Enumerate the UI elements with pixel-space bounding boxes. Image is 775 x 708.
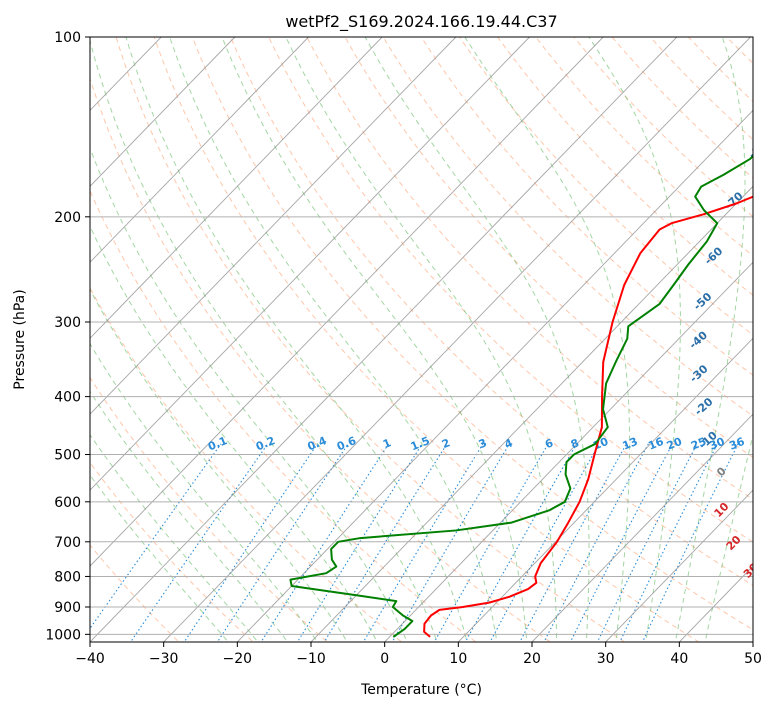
mixing-ratio-line <box>489 443 600 642</box>
isotherm-line <box>310 185 753 642</box>
x-tick-label: −30 <box>149 651 179 667</box>
moist-adiabat-line <box>364 37 590 642</box>
y-tick-label: 600 <box>54 495 81 511</box>
isotherm-line <box>90 37 457 415</box>
moist-adiabat-line <box>90 390 289 642</box>
mixing-ratio-label: 8 <box>569 436 581 451</box>
dry-adiabat-line <box>90 287 403 642</box>
dry-adiabat-line <box>306 37 753 500</box>
isotherm-line <box>90 37 530 491</box>
mixing-ratio-line <box>296 443 423 642</box>
mixing-ratio-line <box>90 443 222 630</box>
mixing-ratio-line <box>641 443 739 642</box>
y-tick-label: 1000 <box>45 627 81 643</box>
isotherm-line <box>237 109 753 642</box>
isotherm-line <box>163 37 751 642</box>
mixing-ratio-label: 30 <box>708 435 727 453</box>
mixing-ratio-label: 16 <box>646 435 665 453</box>
x-axis: −40 −30 −20 −10 0 10 20 30 40 50 <box>75 642 762 667</box>
isotherm-line <box>458 337 753 642</box>
moist-adiabat-line <box>90 38 438 642</box>
y-tick-label: 900 <box>54 600 81 616</box>
dry-adiabat-line <box>90 461 254 642</box>
x-tick-label: 10 <box>449 651 467 667</box>
moist-adiabat-line <box>169 37 498 642</box>
dry-adiabat-line <box>458 37 753 336</box>
dry-adiabat-label: -80 <box>746 138 770 161</box>
temperature-line <box>423 195 753 638</box>
isotherms <box>90 37 753 642</box>
dewpoint-line <box>289 154 753 638</box>
x-tick-label: 50 <box>744 651 762 667</box>
mixing-ratio-label: 2 <box>440 436 452 451</box>
isotherm-line <box>384 261 753 642</box>
moist-adiabat-line <box>90 474 229 642</box>
moist-adiabat-line <box>588 37 681 642</box>
dry-adiabat-line <box>268 37 753 543</box>
mixing-ratio-line <box>183 443 318 642</box>
isotherm-line <box>90 37 309 263</box>
moist-adiabat-line <box>674 37 746 642</box>
isotherm-line <box>605 489 753 642</box>
dry-adiabat-line <box>153 37 700 642</box>
plot-frame <box>89 36 754 643</box>
mixing-ratio-line <box>323 443 448 642</box>
mixing-ratio-line <box>216 443 349 642</box>
x-tick-label: 30 <box>597 651 615 667</box>
pressure-gridlines <box>90 37 753 635</box>
moist-adiabat-line <box>90 146 408 642</box>
x-tick-label: −10 <box>296 651 326 667</box>
y-tick-label: 200 <box>54 210 81 226</box>
x-tick-label: 20 <box>523 651 541 667</box>
dry-adiabat-line <box>344 37 753 458</box>
moist-adiabat-line <box>90 225 378 642</box>
mixing-ratio-label: 1 <box>381 436 393 451</box>
y-tick-label: 700 <box>54 535 81 551</box>
x-axis-title: Temperature (°C) <box>360 682 482 698</box>
x-tick-label: 40 <box>670 651 688 667</box>
moist-adiabat-line <box>90 342 319 642</box>
mixing-ratio-label: 13 <box>621 435 640 453</box>
isotherm-line <box>90 37 383 339</box>
dry-adiabat-line <box>115 37 626 642</box>
mixing-ratio-line <box>362 443 484 642</box>
moist-adiabats <box>90 37 753 642</box>
y-tick-label: 500 <box>54 448 81 464</box>
y-axis-title: Pressure (hPa) <box>12 289 28 389</box>
moist-adiabat-line <box>464 37 631 642</box>
x-tick-label: −20 <box>223 651 253 667</box>
moist-adiabat-line <box>90 434 259 642</box>
y-tick-label: 400 <box>54 390 81 406</box>
isotherm-line <box>531 413 753 642</box>
mixing-ratio-label: 25 <box>689 435 708 453</box>
dry-adiabat-line <box>90 376 329 642</box>
mixing-ratio-label: 20 <box>665 435 684 453</box>
x-tick-label: −40 <box>75 651 105 667</box>
isotherm-line <box>90 37 604 567</box>
mixing-ratio-line <box>260 443 390 642</box>
isotherm-line <box>90 37 678 642</box>
dry-adiabat-line <box>229 37 753 587</box>
y-tick-label: 300 <box>54 315 81 331</box>
mixing-ratio-line <box>519 443 627 642</box>
isotherm-line <box>90 37 236 187</box>
mixing-ratio-label: 3 <box>477 436 489 451</box>
chart-title: wetPf2_S169.2024.166.19.44.C37 <box>285 12 557 32</box>
dry-adiabat-line <box>420 37 753 376</box>
y-tick-label: 800 <box>54 569 81 585</box>
mixing-ratio-line <box>433 443 549 642</box>
y-axis: 100 200 300 400 500 600 700 800 900 1000 <box>45 30 90 643</box>
profile-series <box>289 154 753 638</box>
mixing-ratio-line <box>543 443 649 642</box>
y-tick-label: 100 <box>54 30 81 46</box>
moist-adiabat-line <box>285 37 558 642</box>
mixing-ratio-line <box>464 443 577 642</box>
mixing-ratio-label: 36 <box>727 435 746 453</box>
moist-adiabat-line <box>221 37 528 642</box>
x-tick-label: 0 <box>380 651 389 667</box>
dry-adiabat-line <box>90 77 552 642</box>
